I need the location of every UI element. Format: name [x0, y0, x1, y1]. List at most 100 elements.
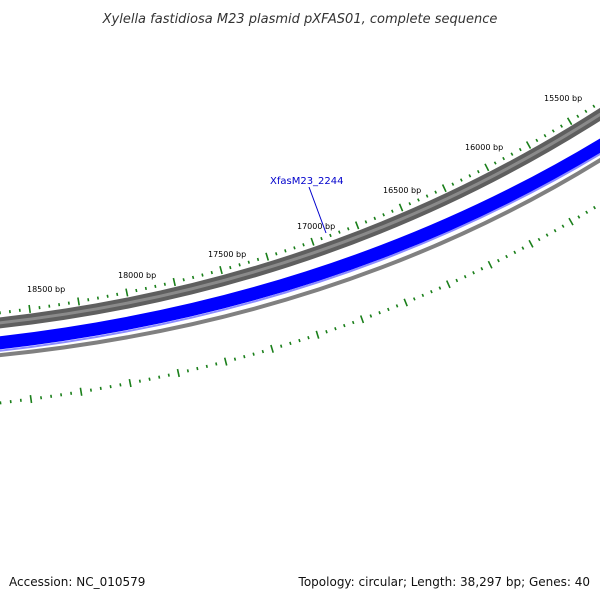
inner-minor-tick [343, 323, 346, 328]
outer-minor-tick [229, 265, 232, 270]
outer-minor-tick [584, 109, 588, 114]
inner-minor-tick [215, 362, 218, 366]
outer-minor-tick [210, 270, 213, 275]
outer-minor-tick [201, 273, 204, 277]
outer-minor-tick [154, 284, 157, 288]
inner-minor-tick [289, 341, 292, 346]
inner-minor-tick [412, 297, 416, 301]
outer-major-tick [125, 288, 129, 297]
outer-minor-tick [576, 114, 580, 119]
inner-major-tick [359, 315, 365, 324]
inner-minor-tick [496, 258, 500, 263]
inner-minor-tick [421, 293, 425, 298]
outer-major-tick [28, 304, 31, 314]
outer-minor-tick [502, 156, 506, 161]
inner-major-tick [270, 344, 274, 353]
outer-minor-tick [408, 202, 412, 206]
outer-minor-tick [551, 129, 555, 133]
inner-minor-tick [99, 386, 102, 391]
outer-minor-tick [346, 227, 350, 231]
outer-minor-tick [293, 246, 296, 250]
inner-minor-tick [438, 286, 442, 290]
inner-major-tick [128, 378, 132, 388]
outer-minor-tick [451, 182, 455, 186]
inner-minor-tick [186, 369, 189, 373]
inner-minor-tick [334, 327, 337, 331]
inner-minor-tick [480, 267, 484, 271]
outer-minor-tick [535, 138, 539, 143]
inner-minor-tick [577, 215, 581, 219]
inner-major-tick [223, 357, 228, 366]
outer-minor-tick [338, 230, 341, 234]
outer-minor-tick [417, 198, 420, 202]
inner-major-tick [315, 330, 320, 339]
inner-minor-tick [148, 377, 151, 381]
outer-major-tick [525, 141, 532, 149]
tick-label-17500: 17500 bp [208, 250, 246, 259]
inner-minor-tick [252, 352, 255, 356]
cds-track [0, 138, 600, 350]
tick-label-18500: 18500 bp [27, 285, 65, 294]
gene-label-xfasm23-2244[interactable]: XfasM23_2244 [270, 176, 344, 187]
outer-minor-tick [592, 104, 596, 109]
inner-minor-tick [280, 344, 283, 348]
map-title: Xylella fastidiosa M23 plasmid pXFAS01, … [102, 12, 498, 27]
inner-tick-ring [0, 205, 596, 405]
gene-leader-line [308, 186, 327, 234]
outer-minor-tick [329, 233, 332, 238]
inner-minor-tick [119, 383, 122, 387]
inner-minor-tick [307, 336, 310, 340]
outer-minor-tick [518, 147, 522, 152]
gene-annotation[interactable]: XfasM23_2244 [270, 176, 344, 234]
outer-minor-tick [493, 161, 497, 165]
inner-minor-tick [455, 278, 459, 283]
tick-label-18000: 18000 bp [118, 271, 156, 280]
inner-major-tick [568, 217, 574, 226]
inner-major-tick [79, 387, 83, 396]
inner-minor-tick [387, 307, 390, 312]
outer-minor-tick [373, 216, 377, 221]
outer-minor-tick [116, 292, 119, 297]
outer-minor-tick [87, 298, 90, 302]
inner-minor-tick [513, 250, 517, 255]
outer-minor-tick [391, 209, 394, 213]
inner-minor-tick [430, 289, 433, 294]
inner-minor-tick [89, 388, 92, 392]
tick-labels: 15500 bp 16000 bp 16500 bp 17000 bp 1750… [27, 94, 582, 294]
outer-gene-track [0, 107, 600, 329]
tick-label-16500: 16500 bp [383, 186, 421, 195]
inner-minor-tick [233, 357, 237, 361]
inner-minor-tick [585, 210, 589, 215]
outer-minor-tick [543, 134, 547, 138]
outer-minor-tick [182, 278, 185, 282]
inner-major-tick [29, 394, 33, 404]
inner-major-tick [445, 280, 451, 289]
inner-minor-tick [369, 314, 373, 318]
inner-minor-tick [243, 354, 246, 359]
inner-minor-tick [593, 205, 596, 210]
outer-minor-tick [135, 288, 138, 293]
outer-major-tick [172, 277, 176, 287]
inner-minor-tick [463, 274, 467, 279]
outer-minor-tick [163, 282, 166, 286]
outer-minor-tick [247, 260, 250, 264]
inner-minor-tick [395, 304, 399, 308]
inner-minor-tick [378, 311, 381, 315]
outer-minor-tick [275, 252, 278, 256]
outer-minor-tick [256, 257, 260, 262]
inner-minor-tick [521, 246, 525, 250]
inner-minor-tick [205, 364, 208, 368]
outer-minor-tick [434, 190, 438, 194]
inner-gene-track [0, 157, 600, 358]
inner-major-tick [403, 298, 408, 307]
outer-minor-tick [320, 236, 323, 241]
inner-minor-tick [561, 224, 565, 228]
accession-text: Accession: NC_010579 [9, 575, 145, 589]
outer-minor-tick [364, 220, 368, 224]
outer-gene-track-highlight [0, 112, 600, 325]
outer-minor-tick [67, 301, 70, 305]
outer-major-tick [310, 237, 315, 246]
outer-minor-tick [191, 275, 195, 280]
inner-major-tick [487, 260, 493, 269]
